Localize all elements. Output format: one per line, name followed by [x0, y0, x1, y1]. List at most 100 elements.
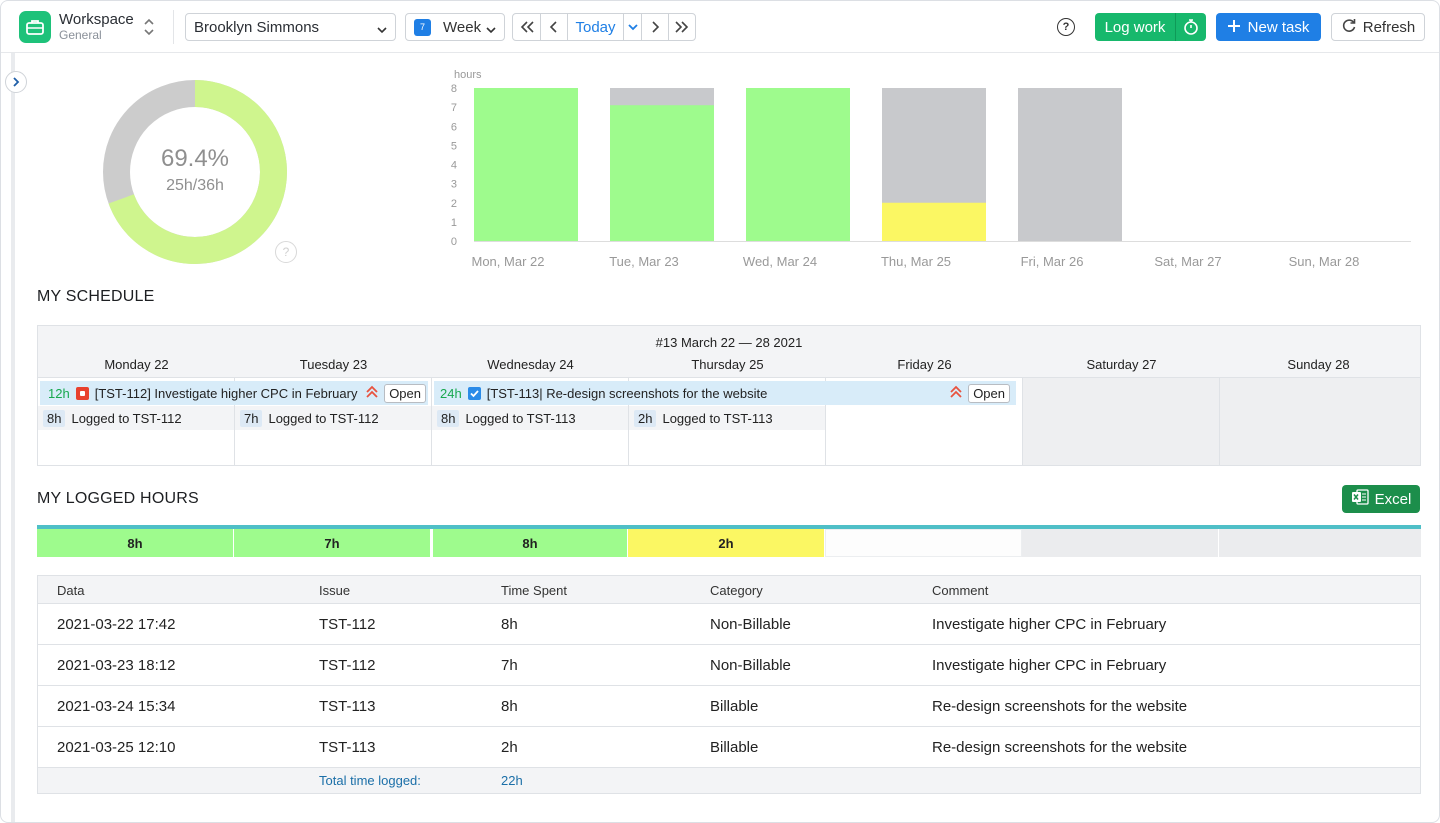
cell-category: Non-Billable	[710, 616, 791, 633]
stop-icon	[75, 386, 89, 400]
chevron-left-icon[interactable]	[541, 14, 568, 40]
chart-y-axis-label: hours	[454, 69, 482, 81]
excel-export-button[interactable]: Excel	[1342, 485, 1420, 513]
chevron-up-down-icon[interactable]	[142, 16, 156, 38]
column-header-data[interactable]: Data	[57, 583, 85, 598]
top-toolbar: Workspace General Brooklyn Simmons 7 Wee…	[1, 1, 1439, 53]
schedule-week-label: #13 March 22 — 28 2021	[655, 335, 803, 350]
open-task-button[interactable]: Open	[968, 383, 1010, 403]
today-button[interactable]: Today	[568, 14, 624, 40]
chart-y-tick-label: 8	[451, 83, 457, 95]
schedule-day-cell	[38, 378, 235, 465]
schedule-log-entry[interactable]: 2h Logged to TST-113	[629, 406, 825, 430]
briefcase-icon[interactable]	[19, 11, 51, 43]
cell-issue[interactable]: TST-112	[319, 657, 376, 674]
schedule-day-cell	[629, 378, 826, 465]
worklog-table: Data Issue Time Spent Category Comment 2…	[37, 575, 1421, 794]
schedule-day-header: Monday 22	[104, 357, 169, 372]
chart-x-tick-label: Wed, Mar 24	[743, 254, 817, 269]
chart-y-tick-label: 6	[451, 121, 457, 133]
user-select[interactable]: Brooklyn Simmons	[185, 13, 396, 41]
table-row[interactable]: 2021-03-24 15:34 TST-113 8h Billable Re-…	[38, 686, 1420, 727]
schedule-day-cell	[432, 378, 629, 465]
priority-highest-icon	[950, 385, 962, 401]
double-chevron-left-icon[interactable]	[513, 14, 541, 40]
table-row[interactable]: 2021-03-25 12:10 TST-113 2h Billable Re-…	[38, 727, 1420, 768]
help-icon[interactable]: ?	[275, 241, 297, 263]
log-hours: 7h	[240, 409, 263, 427]
checkbox-icon	[467, 386, 481, 400]
chevron-down-icon[interactable]	[624, 14, 642, 40]
column-header-comment[interactable]: Comment	[932, 583, 989, 598]
open-task-button[interactable]: Open	[384, 383, 426, 403]
chart-y-tick-label: 7	[451, 102, 457, 114]
period-select[interactable]: 7 Week	[405, 13, 505, 41]
chevron-right-icon[interactable]	[5, 71, 27, 93]
schedule-log-entry[interactable]: 8h Logged to TST-113	[432, 406, 628, 430]
chart-y-tick-label: 3	[451, 179, 457, 191]
day-hours-cell	[1219, 529, 1421, 557]
log-work-label[interactable]: Log work	[1095, 13, 1176, 41]
schedule-weekend-cell	[1023, 378, 1220, 465]
cell-category: Billable	[710, 698, 759, 715]
double-chevron-right-icon[interactable]	[669, 14, 695, 40]
cell-date: 2021-03-22 17:42	[57, 616, 176, 633]
chart-y-tick-label: 2	[451, 198, 457, 210]
chart-bar-capacity	[1018, 88, 1122, 241]
table-header: Data Issue Time Spent Category Comment	[38, 576, 1420, 604]
table-row[interactable]: 2021-03-23 18:12 TST-112 7h Non-Billable…	[38, 645, 1420, 686]
task-title[interactable]: [TST-113| Re-design screenshots for the …	[486, 385, 768, 401]
schedule-task[interactable]: 24h [TST-113| Re-design screenshots for …	[434, 381, 1016, 405]
log-text: Logged to TST-113	[465, 410, 576, 426]
total-value: 22h	[501, 773, 523, 788]
chart-x-tick-label: Tue, Mar 23	[609, 254, 679, 269]
schedule-day-header: Friday 26	[897, 357, 952, 372]
date-navigation: Today	[512, 13, 696, 41]
chart-y-tick-label: 1	[451, 217, 457, 229]
chart-y-tick-label: 0	[451, 236, 457, 248]
cell-issue[interactable]: TST-112	[319, 616, 376, 633]
logged-hours-title: MY LOGGED HOURS	[37, 490, 199, 507]
task-title[interactable]: [TST-112] Investigate higher CPC in Febr…	[94, 385, 358, 401]
sidebar-rail	[11, 53, 15, 822]
schedule-grid: #13 March 22 — 28 2021 Monday 22 Tuesday…	[37, 325, 1421, 466]
refresh-button[interactable]: Refresh	[1331, 13, 1425, 41]
log-hours: 8h	[43, 409, 66, 427]
schedule-day-header: Thursday 25	[691, 357, 764, 372]
chevron-right-icon[interactable]	[642, 14, 669, 40]
cell-date: 2021-03-24 15:34	[57, 698, 176, 715]
new-task-label: New task	[1247, 18, 1310, 36]
new-task-button[interactable]: New task	[1216, 13, 1321, 41]
help-icon[interactable]: ?	[1057, 18, 1075, 36]
chart-x-tick-label: Sat, Mar 27	[1154, 254, 1221, 269]
schedule-log-entry[interactable]: 7h Logged to TST-112	[235, 406, 431, 430]
progress-donut	[103, 80, 287, 264]
chevron-down-icon	[377, 22, 387, 34]
column-header-time-spent[interactable]: Time Spent	[501, 583, 567, 598]
cell-issue[interactable]: TST-113	[319, 698, 376, 715]
cell-time-spent: 8h	[501, 616, 518, 633]
progress-percent: 69.4%	[160, 145, 230, 172]
progress-hours: 25h/36h	[166, 177, 224, 194]
schedule-day-header: Saturday 27	[1086, 357, 1157, 372]
column-header-category[interactable]: Category	[710, 583, 763, 598]
table-row[interactable]: 2021-03-22 17:42 TST-112 8h Non-Billable…	[38, 604, 1420, 645]
log-work-button[interactable]: Log work	[1095, 13, 1206, 41]
day-hours-cell: 8h	[431, 529, 628, 557]
column-header-issue[interactable]: Issue	[319, 583, 351, 598]
priority-highest-icon	[366, 385, 378, 401]
stopwatch-icon[interactable]	[1176, 13, 1206, 41]
daily-hours-chart: hours 0 1 2 3 4 5 6 7 8 Mon, Mar 22 Tue, Mar 23 Wed,…	[451, 69, 1411, 269]
logged-hours-strip: 8h 7h 8h 2h	[37, 525, 1421, 557]
log-text: Logged to TST-112	[71, 410, 182, 426]
total-label: Total time logged:	[319, 773, 421, 788]
log-text: Logged to TST-113	[662, 410, 773, 426]
schedule-log-entry[interactable]: 8h Logged to TST-112	[38, 406, 234, 430]
cell-issue[interactable]: TST-113	[319, 739, 376, 756]
cell-time-spent: 7h	[501, 657, 518, 674]
table-total-row: Total time logged: 22h	[38, 768, 1420, 793]
schedule-task[interactable]: 12h [TST-112] Investigate higher CPC in …	[40, 381, 428, 405]
schedule-day-header: Wednesday 24	[487, 357, 574, 372]
workspace-name[interactable]: Workspace	[59, 11, 134, 28]
cell-date: 2021-03-25 12:10	[57, 739, 176, 756]
